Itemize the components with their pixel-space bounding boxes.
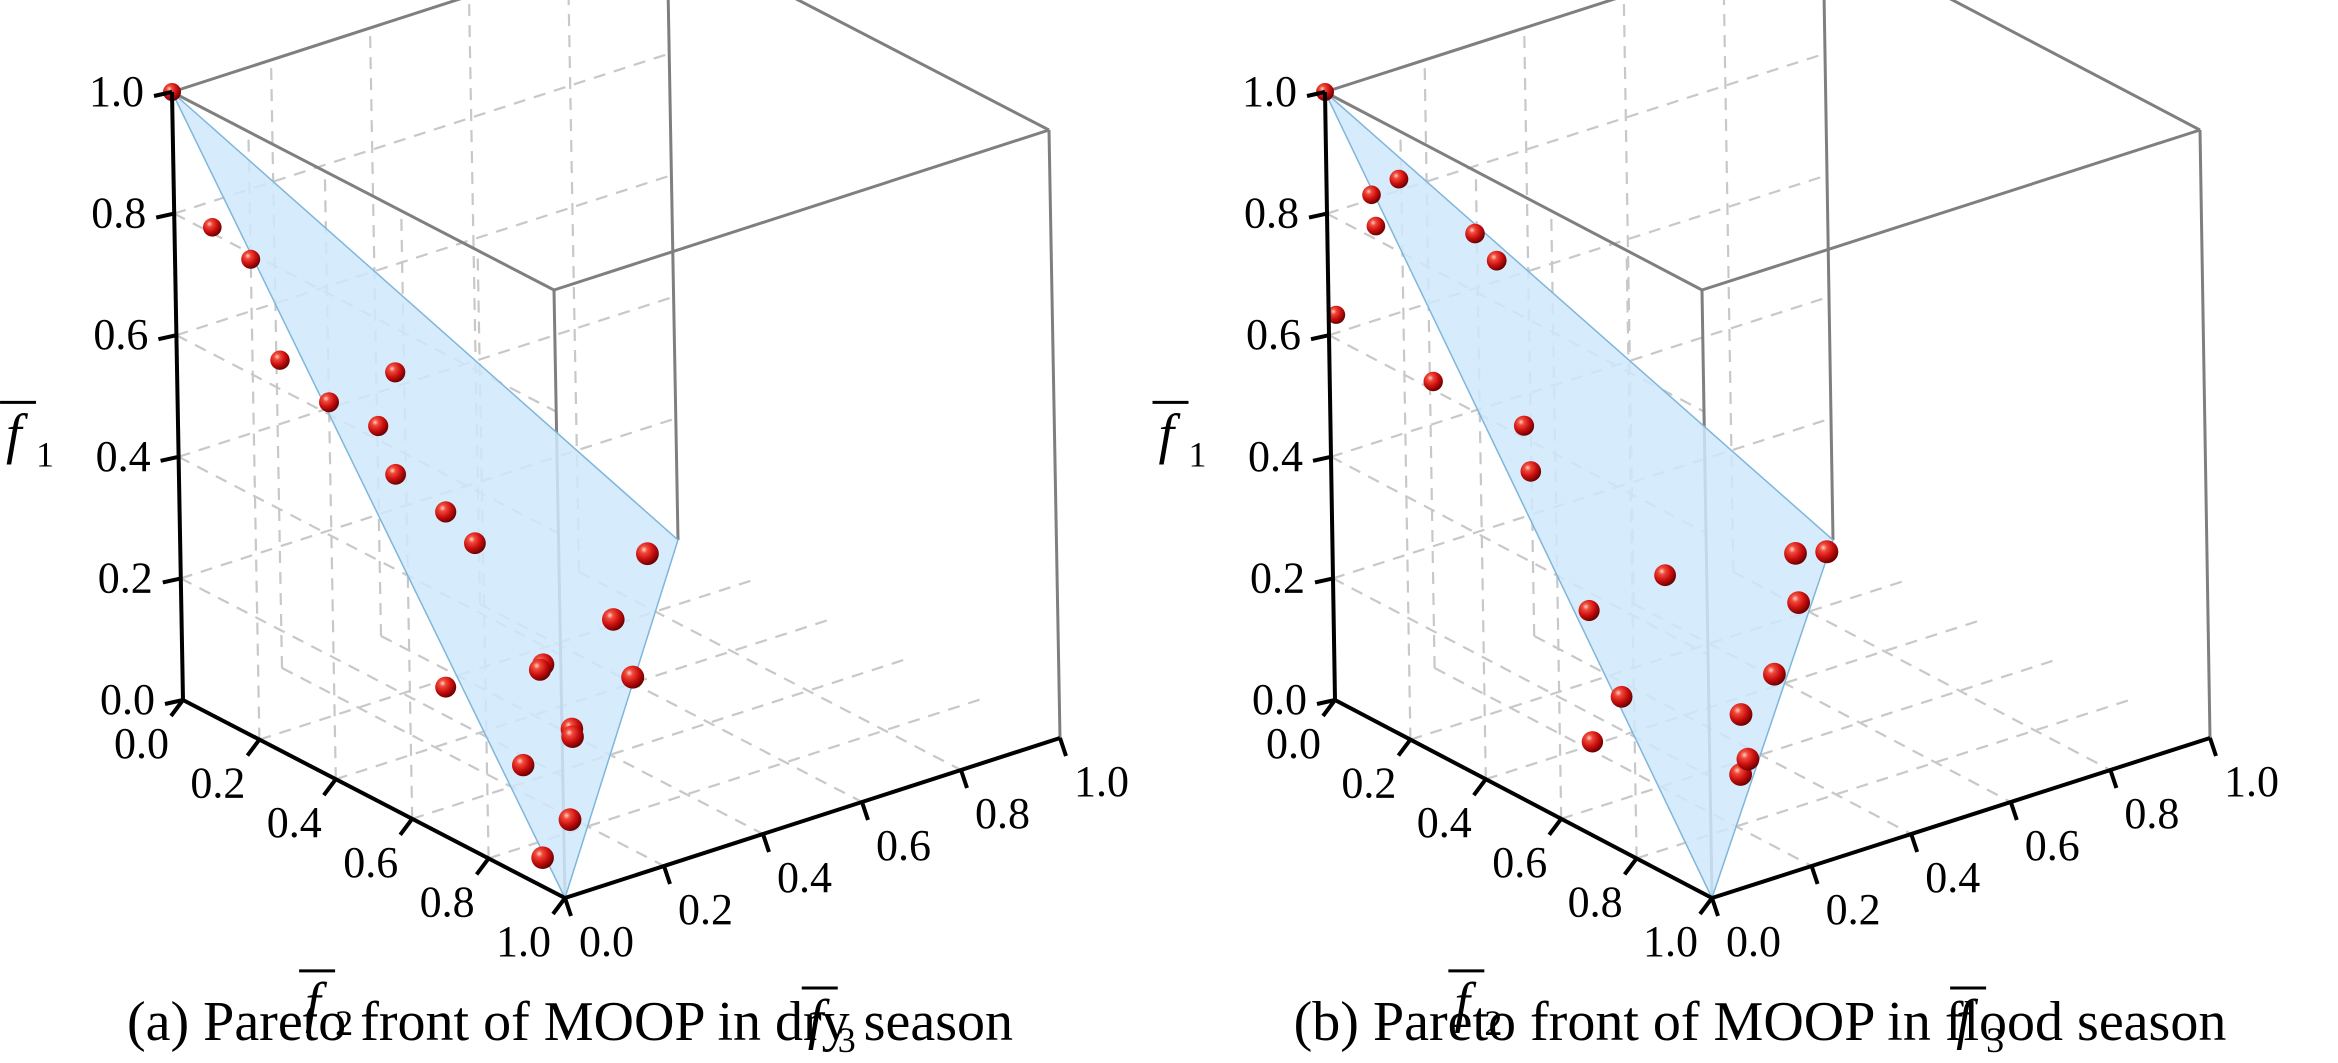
data-points [163, 83, 659, 869]
data-point [531, 846, 554, 869]
caption-dry-season: (a) Pareto front of MOOP in dry season [127, 991, 1013, 1053]
tick-label-f2: 0.8 [1568, 877, 1623, 926]
data-point [464, 532, 486, 555]
svg-text:f: f [1159, 403, 1182, 465]
data-point [1423, 371, 1443, 392]
svg-text:3: 3 [1986, 1020, 2004, 1060]
tick-label-f1: 0.6 [93, 310, 148, 359]
tick-label-f3: 0.0 [1726, 917, 1781, 966]
tick-label-f3: 0.0 [579, 917, 634, 966]
data-point [241, 249, 261, 269]
tick-label-f1: 0.4 [1248, 432, 1303, 481]
data-point [1787, 591, 1810, 614]
data-point [1815, 540, 1839, 564]
data-point [1513, 415, 1535, 436]
axes [1306, 90, 2218, 917]
data-point [1784, 542, 1807, 565]
tick-label-f3: 1.0 [2224, 757, 2279, 806]
svg-text:1: 1 [1189, 434, 1207, 474]
data-point [1610, 685, 1633, 708]
tick-label-f3: 0.4 [1925, 853, 1980, 902]
data-point [385, 463, 406, 485]
tick-label-f1: 0.2 [98, 553, 153, 602]
tick-label-f2: 0.0 [1266, 719, 1321, 768]
data-point [528, 658, 552, 681]
tick-label-f1: 1.0 [1242, 67, 1297, 116]
panel-dry-season: 0.00.00.00.20.20.20.40.40.40.60.6 0.60.80… [0, 0, 1129, 1060]
tick-label-f1: 0.8 [91, 189, 146, 238]
data-point [203, 218, 222, 237]
svg-text:3: 3 [838, 1020, 856, 1060]
tick-label-f3: 0.2 [1826, 885, 1881, 934]
tick-labels: 0.00.00.00.20.20.20.40.40.40.60.6 0.60.80… [1242, 67, 2279, 966]
tick-label-f2: 0.2 [1341, 759, 1396, 808]
tick-label-f3: 0.8 [2124, 789, 2179, 838]
tick-label-f1: 0.2 [1250, 553, 1305, 602]
data-point [435, 501, 457, 523]
tick-label-f2: 0.2 [190, 759, 245, 808]
data-point [319, 392, 339, 413]
tick-label-f3: 0.6 [2025, 821, 2080, 870]
tick-label-f1: 0.4 [96, 432, 151, 481]
tick-label-f2: 1.0 [1643, 917, 1698, 966]
tick-label-f1: 0.6 [1246, 310, 1301, 359]
tick-label-f2: 0.0 [114, 719, 169, 768]
tick-label-f1: 0.0 [100, 675, 155, 724]
data-point [1486, 250, 1507, 271]
data-point [1362, 185, 1381, 205]
tick-label-f1: 0.0 [1252, 675, 1307, 724]
data-point [385, 362, 406, 383]
data-point [1654, 564, 1676, 587]
data-point [621, 665, 645, 689]
data-point [368, 415, 389, 437]
reference-plane [1324, 91, 1834, 900]
data-point [1520, 461, 1542, 482]
panel-flood-season: 0.00.00.00.20.20.20.40.40.40.60.6 0.60.80… [1152, 0, 2279, 1060]
axes [153, 90, 1068, 917]
svg-text:1: 1 [36, 434, 54, 474]
tick-label-f3: 0.4 [777, 853, 832, 902]
tick-label-f1: 0.8 [1244, 189, 1299, 238]
data-point [512, 753, 535, 777]
tick-label-f2: 0.6 [343, 838, 398, 887]
tick-label-f3: 1.0 [1074, 757, 1129, 806]
data-point [1729, 703, 1753, 726]
reference-plane [171, 91, 679, 901]
data-point [561, 725, 584, 748]
data-point [1327, 305, 1346, 324]
data-point [1763, 662, 1786, 686]
data-point [1366, 216, 1386, 236]
tick-label-f2: 0.4 [267, 798, 322, 847]
data-point [1389, 169, 1409, 189]
svg-text:f: f [6, 403, 29, 465]
data-point [1581, 731, 1604, 753]
data-point [1578, 599, 1600, 622]
tick-label-f2: 0.4 [1417, 798, 1472, 847]
tick-label-f2: 1.0 [496, 917, 551, 966]
tick-label-f3: 0.8 [975, 789, 1030, 838]
box-edges [1323, 0, 2212, 899]
data-point [1736, 747, 1760, 771]
data-point [1465, 223, 1485, 244]
data-point [558, 808, 582, 831]
tick-label-f1: 1.0 [89, 67, 144, 116]
tick-label-f2: 0.8 [420, 877, 475, 926]
svg-text:2: 2 [335, 1003, 353, 1043]
tick-label-f3: 0.2 [678, 885, 733, 934]
tick-label-f2: 0.6 [1492, 838, 1547, 887]
svg-text:2: 2 [1484, 1003, 1502, 1043]
data-point [602, 608, 625, 631]
data-point [636, 542, 659, 566]
tick-labels: 0.00.00.00.20.20.20.40.40.40.60.6 0.60.80… [89, 67, 1129, 966]
caption-flood-season: (b) Pareto front of MOOP in flood season [1294, 991, 2227, 1053]
data-point [270, 350, 290, 370]
data-point [435, 676, 457, 698]
tick-label-f3: 0.6 [876, 821, 931, 870]
